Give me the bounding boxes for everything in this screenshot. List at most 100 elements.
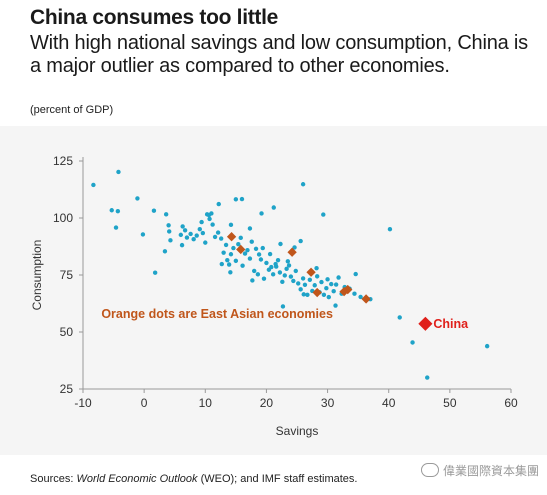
- data-point: [333, 282, 339, 287]
- sources-suffix: (WEO); and IMF staff estimates.: [197, 473, 358, 485]
- data-point: [135, 196, 140, 201]
- data-point: [197, 226, 202, 232]
- data-point: [425, 375, 430, 380]
- data-point: [226, 262, 232, 267]
- data-point: [247, 226, 253, 231]
- x-tick-label: 60: [504, 396, 518, 410]
- data-point: [238, 235, 243, 241]
- sources-prefix: Sources:: [30, 473, 77, 485]
- east-asia-point: [226, 232, 237, 242]
- data-point: [326, 294, 331, 300]
- data-point: [261, 276, 267, 281]
- chart-panel: [0, 126, 547, 455]
- data-point: [321, 292, 327, 298]
- data-point: [245, 247, 250, 253]
- data-point: [267, 251, 273, 257]
- data-point: [336, 275, 341, 280]
- china-point: [418, 316, 433, 331]
- data-point: [242, 251, 248, 256]
- y-tick-label: 100: [53, 211, 73, 225]
- y-tick-label: 25: [60, 382, 74, 396]
- data-point: [252, 268, 257, 274]
- east-asia-point: [343, 284, 353, 295]
- data-point: [302, 282, 308, 288]
- data-point: [271, 205, 276, 210]
- data-point: [329, 281, 334, 287]
- data-point: [223, 242, 229, 248]
- data-point: [228, 252, 234, 257]
- data-point: [191, 237, 196, 242]
- data-point: [280, 279, 285, 285]
- data-point: [305, 292, 310, 298]
- data-point: [286, 263, 292, 268]
- x-tick-label: 50: [443, 396, 457, 410]
- x-tick-label: 30: [321, 396, 335, 410]
- data-point: [298, 287, 303, 292]
- data-point: [296, 281, 301, 286]
- data-point: [288, 274, 294, 279]
- data-point: [219, 261, 224, 267]
- data-point: [314, 274, 320, 279]
- data-point: [216, 201, 221, 207]
- y-tick-label: 75: [60, 268, 74, 282]
- data-point: [387, 226, 393, 232]
- data-point: [167, 229, 172, 234]
- data-point: [298, 238, 303, 244]
- data-point: [307, 277, 313, 282]
- data-point: [151, 208, 157, 213]
- sources-footnote: Sources: World Economic Outlook (WEO); a…: [30, 473, 357, 485]
- data-point: [168, 238, 173, 243]
- watermark-text: 偉業國際資本集團: [442, 464, 539, 478]
- x-tick-label: 0: [141, 396, 148, 410]
- data-point: [240, 263, 245, 268]
- data-point: [228, 270, 233, 275]
- data-point: [285, 259, 291, 264]
- data-point: [301, 292, 306, 297]
- data-point: [182, 228, 188, 233]
- data-point: [178, 232, 184, 238]
- data-point: [91, 182, 96, 188]
- data-point: [324, 286, 329, 291]
- data-point: [319, 279, 324, 285]
- data-point: [206, 212, 212, 218]
- x-tick-label: 20: [260, 396, 274, 410]
- data-point: [325, 277, 330, 282]
- data-point: [264, 260, 269, 266]
- data-point: [275, 257, 281, 263]
- data-point: [269, 264, 274, 270]
- data-point: [274, 264, 279, 269]
- data-point: [239, 196, 245, 202]
- data-point: [292, 245, 297, 250]
- data-point: [282, 273, 287, 278]
- data-point: [115, 208, 121, 214]
- data-point: [113, 225, 119, 230]
- y-axis-label: Consumption: [30, 240, 44, 311]
- east-asia-annotation: Orange dots are East Asian economies: [101, 307, 333, 321]
- data-point: [215, 230, 221, 235]
- data-point: [116, 169, 121, 175]
- chart-title: China consumes too little: [30, 6, 279, 29]
- data-point: [199, 219, 204, 225]
- data-point: [188, 231, 193, 237]
- y-tick-label: 125: [53, 154, 73, 168]
- data-point: [256, 252, 262, 257]
- data-point: [231, 245, 236, 251]
- data-point: [212, 234, 218, 240]
- data-point: [484, 343, 490, 349]
- data-point: [280, 304, 286, 309]
- data-point: [249, 239, 254, 244]
- data-point: [259, 211, 264, 216]
- wechat-icon: [420, 463, 439, 477]
- data-point: [278, 241, 283, 247]
- east-asia-point: [287, 247, 297, 257]
- data-point: [225, 257, 230, 263]
- data-point: [314, 265, 319, 271]
- data-point: [200, 230, 206, 236]
- x-tick-label: 10: [199, 396, 213, 410]
- data-point: [233, 197, 239, 202]
- data-point: [140, 232, 146, 237]
- data-point: [152, 270, 158, 275]
- data-point: [184, 235, 190, 240]
- data-point: [260, 245, 265, 251]
